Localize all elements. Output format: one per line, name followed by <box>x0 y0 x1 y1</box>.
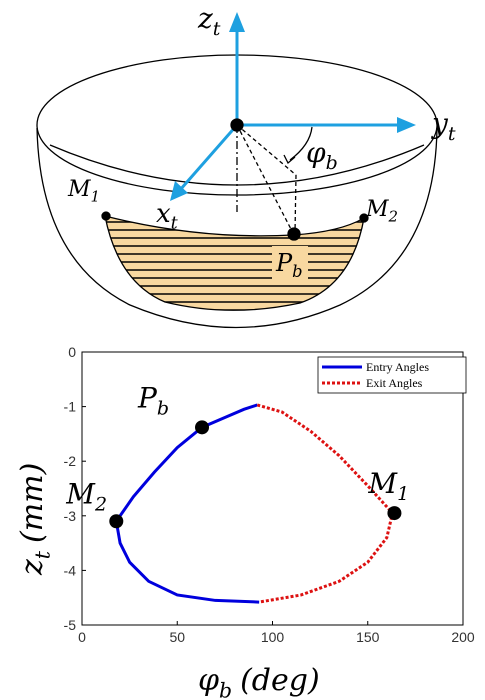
y-axis-label-main: y <box>430 107 449 140</box>
pb-point <box>287 227 301 241</box>
z-axis-label: zt <box>197 2 221 40</box>
x-axis-title: φb (deg) <box>198 663 320 700</box>
point-label-main: P <box>137 381 158 414</box>
series-line <box>114 403 260 604</box>
y-axis-title-main: z <box>15 559 50 576</box>
point-label-sub: 1 <box>397 483 409 505</box>
y-axis-label-sub: t <box>448 123 456 145</box>
point-label-sub: 2 <box>94 493 107 515</box>
point-label: M2 <box>65 477 107 515</box>
y-tick-label: -2 <box>64 453 77 469</box>
m1-label-main: M <box>67 177 91 202</box>
m1-label-sub: 1 <box>91 188 101 206</box>
x-axis-title-unit: (deg) <box>240 663 320 698</box>
pb-label: Pb <box>275 249 303 281</box>
angle-label-main: φ <box>306 136 326 169</box>
y-tick-label: -3 <box>64 508 77 524</box>
m1-point <box>101 211 111 221</box>
x-axis-label-sub: t <box>171 214 179 234</box>
bowl-diagram <box>36 12 438 329</box>
x-tick-label: 200 <box>451 629 475 645</box>
hatching <box>105 221 364 311</box>
x-axis <box>178 124 239 191</box>
y-tick-label: 0 <box>68 344 76 360</box>
angle-label-sub: b <box>326 152 338 174</box>
marker-point <box>109 514 124 529</box>
legend: Entry Angles Exit Angles <box>317 356 467 394</box>
dashed-line <box>236 124 297 176</box>
legend-box <box>317 356 467 394</box>
legend-label: Exit Angles <box>366 376 423 390</box>
pb-label-main: P <box>275 249 293 277</box>
x-tick-label: 50 <box>169 629 185 645</box>
legend-label: Entry Angles <box>366 360 429 374</box>
marker-point <box>387 506 402 521</box>
y-axis-title-unit: (mm) <box>15 463 50 543</box>
x-tick-label: 100 <box>261 629 285 645</box>
m2-label: M2 <box>365 197 398 226</box>
m1-label: M1 <box>67 177 100 206</box>
angle-label: φb <box>306 136 338 174</box>
x-axis-title-sub: b <box>219 679 232 700</box>
x-axis-label-main: x <box>156 199 171 229</box>
y-axis-title: zt (mm) <box>15 463 55 576</box>
y-tick-label: -5 <box>64 617 77 633</box>
point-label-sub: b <box>157 397 169 419</box>
x-tick-label: 150 <box>356 629 380 645</box>
z-axis-label-sub: t <box>213 18 221 40</box>
y-tick-label: -1 <box>64 399 77 415</box>
x-tick-label: 0 <box>78 629 86 645</box>
marker-point <box>195 420 210 435</box>
y-axis-label: yt <box>430 107 456 145</box>
m2-label-main: M <box>365 197 389 222</box>
point-label-main: M <box>65 477 96 510</box>
x-axis-label: xt <box>156 199 179 234</box>
dashed-line <box>236 124 294 234</box>
pb-label-sub: b <box>292 262 302 281</box>
y-axis-title-sub: t <box>31 550 55 559</box>
x-axis-title-main: φ <box>198 663 219 698</box>
point-label: M1 <box>367 467 409 505</box>
axes <box>178 28 400 191</box>
angle-arrow <box>283 154 296 165</box>
arrowheads <box>170 12 416 201</box>
bowl-outline <box>36 127 438 329</box>
pb-label-bg <box>272 246 308 282</box>
z-axis-label-main: z <box>197 2 213 35</box>
dashed-line <box>294 174 297 234</box>
point-label-main: M <box>367 467 398 500</box>
m2-point <box>359 213 369 223</box>
m2-label-sub: 2 <box>388 208 399 226</box>
angle-arc <box>289 126 313 161</box>
y-tick-label: -4 <box>64 562 77 578</box>
point-label: Pb <box>137 381 169 419</box>
origin <box>230 118 244 132</box>
